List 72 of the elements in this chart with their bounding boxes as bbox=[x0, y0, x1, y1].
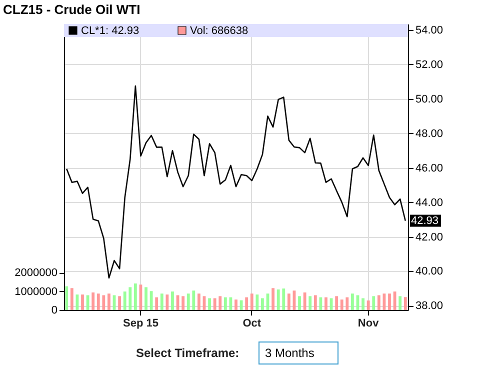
bar bbox=[81, 294, 84, 310]
bar bbox=[335, 296, 338, 310]
y-tick-label: 52.00 bbox=[416, 58, 444, 71]
bar bbox=[118, 296, 122, 310]
y-tick-label: 50.00 bbox=[416, 93, 444, 106]
bar bbox=[245, 297, 248, 310]
bar bbox=[96, 294, 100, 310]
bar bbox=[362, 298, 364, 310]
chart-title: CLZ15 - Crude Oil WTI bbox=[3, 2, 140, 17]
legend-label: Vol: 686638 bbox=[190, 25, 248, 37]
y-tick-label: 46.00 bbox=[416, 162, 444, 174]
bar bbox=[404, 297, 407, 310]
bar bbox=[65, 286, 68, 310]
bar bbox=[224, 297, 227, 310]
bar bbox=[186, 294, 190, 310]
y-tick-label: 54.00 bbox=[416, 24, 444, 37]
x-tick-label: Sep 15 bbox=[122, 318, 158, 330]
bar bbox=[102, 295, 106, 310]
bar bbox=[366, 300, 370, 310]
bar bbox=[298, 296, 301, 310]
bar bbox=[314, 295, 317, 310]
legend-label: CL*1: 42.93 bbox=[81, 25, 140, 37]
bar bbox=[261, 298, 264, 310]
bar bbox=[134, 283, 137, 310]
bar bbox=[182, 296, 185, 310]
bar bbox=[197, 294, 200, 310]
bar bbox=[303, 292, 306, 310]
bar bbox=[272, 288, 275, 310]
y-tick-label: 38.00 bbox=[416, 300, 444, 312]
bar bbox=[350, 294, 354, 310]
bar bbox=[324, 297, 328, 310]
bar bbox=[372, 296, 376, 310]
bar bbox=[218, 296, 222, 310]
bar bbox=[250, 294, 254, 310]
bar bbox=[308, 296, 312, 310]
bar bbox=[128, 287, 132, 310]
bar bbox=[276, 289, 280, 310]
bar bbox=[340, 300, 344, 310]
bar bbox=[208, 298, 211, 310]
text: 3 Months bbox=[265, 346, 314, 360]
y-tick-label: 40.00 bbox=[416, 266, 444, 278]
bar bbox=[166, 294, 169, 310]
y-tick-label: 48.00 bbox=[416, 128, 444, 140]
bar bbox=[92, 292, 95, 310]
bar bbox=[123, 291, 126, 310]
bar bbox=[287, 294, 290, 310]
x-tick-label: Nov bbox=[358, 318, 380, 330]
text: 42.93 bbox=[411, 214, 439, 227]
x-tick-label: Oct bbox=[242, 318, 262, 330]
bar bbox=[319, 297, 322, 310]
text: Select Timeframe: bbox=[136, 346, 240, 360]
y-tick-label: 44.00 bbox=[416, 196, 444, 209]
bar bbox=[160, 294, 164, 310]
bar bbox=[70, 288, 74, 310]
bar bbox=[256, 294, 259, 310]
bar bbox=[171, 291, 174, 310]
y2-tick-label: 2000000 bbox=[14, 267, 58, 280]
y2-tick-label: 0 bbox=[51, 304, 58, 316]
bar bbox=[346, 297, 349, 310]
bar bbox=[388, 294, 391, 310]
bar bbox=[398, 296, 402, 310]
bar bbox=[282, 288, 286, 310]
bar bbox=[155, 297, 158, 310]
bar bbox=[192, 290, 196, 310]
bar bbox=[108, 294, 110, 310]
bar bbox=[144, 287, 148, 310]
y-tick-label: 42.00 bbox=[416, 231, 444, 244]
bar bbox=[377, 295, 380, 310]
bar bbox=[150, 291, 153, 310]
bar bbox=[234, 300, 238, 310]
bar bbox=[213, 298, 216, 310]
y2-tick-label: 1000000 bbox=[14, 286, 58, 298]
